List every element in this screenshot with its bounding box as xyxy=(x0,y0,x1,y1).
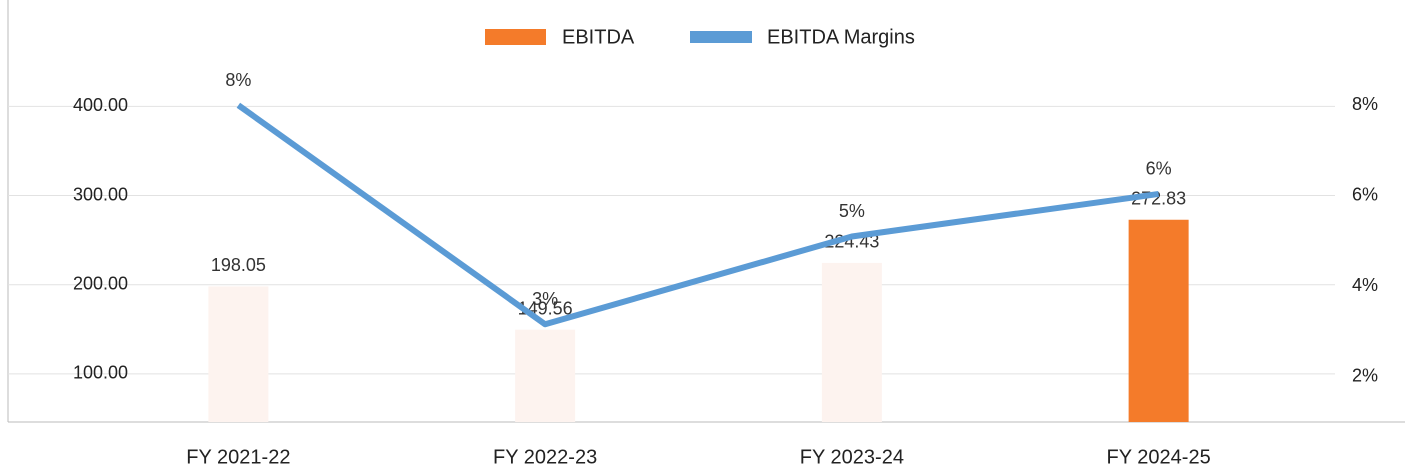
line xyxy=(236,102,1160,328)
data-label: 198.05 xyxy=(211,255,266,275)
y2-tick-label: 6% xyxy=(1352,185,1378,205)
y2-tick-label: 8% xyxy=(1352,94,1378,114)
y-tick-label: 200.00 xyxy=(73,273,128,293)
y-tick-label: 100.00 xyxy=(73,363,128,383)
data-label: 5% xyxy=(839,201,865,221)
y2-tick-label: 2% xyxy=(1352,366,1378,386)
legend-swatch xyxy=(485,29,546,45)
x-tick-label: FY 2021-22 xyxy=(186,446,290,468)
x-tick-label: FY 2024-25 xyxy=(1107,446,1211,468)
bar xyxy=(821,262,882,422)
y-tick-label: 400.00 xyxy=(73,95,128,115)
x-tick-label: FY 2022-23 xyxy=(493,446,597,468)
bar xyxy=(515,329,576,422)
legend-label: EBITDA Margins xyxy=(767,26,915,48)
y2-tick-label: 4% xyxy=(1352,275,1378,295)
y-tick-label: 300.00 xyxy=(73,184,128,204)
data-label: 8% xyxy=(225,70,251,90)
x-tick-label: FY 2023-24 xyxy=(800,446,904,468)
legend-label: EBITDA xyxy=(562,26,635,48)
data-label: 3% xyxy=(532,289,558,309)
bar xyxy=(1128,219,1189,422)
bar xyxy=(208,286,269,422)
data-label: 6% xyxy=(1146,159,1172,179)
legend-swatch xyxy=(690,31,752,43)
